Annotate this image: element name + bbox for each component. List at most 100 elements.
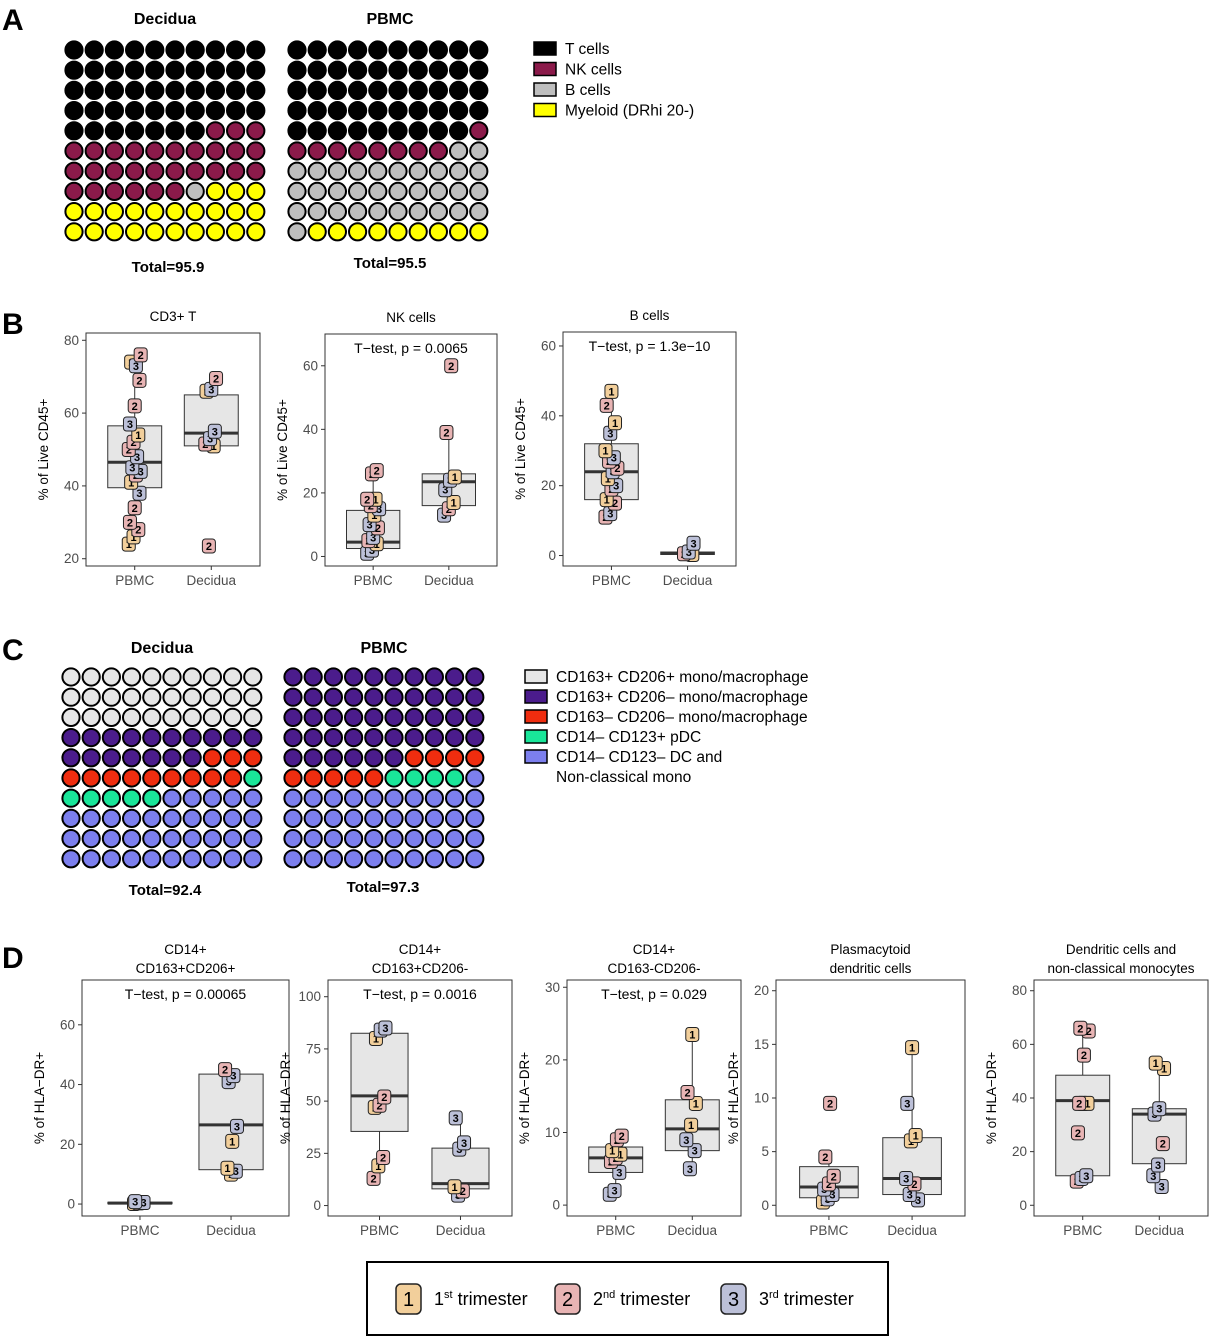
waffle-cell <box>445 748 465 768</box>
waffle-cell <box>408 121 428 141</box>
data-point <box>604 383 619 399</box>
data-point-label: 3 <box>1155 1160 1161 1172</box>
data-point-label: 2 <box>1077 1023 1083 1035</box>
waffle-cell <box>424 687 444 707</box>
waffle-cell <box>344 829 364 849</box>
waffle-cell <box>246 202 266 222</box>
waffle-cell <box>61 748 81 768</box>
waffle-cell <box>465 768 485 788</box>
waffle-cell <box>226 181 246 201</box>
legend-label: CD14– CD123+ pDC <box>556 729 701 746</box>
waffle-cell <box>327 121 347 141</box>
waffle-cell <box>205 60 225 80</box>
waffle-cell <box>205 181 225 201</box>
data-point-label: 3 <box>1150 1171 1156 1183</box>
legend-swatch <box>524 689 548 704</box>
waffle-cell <box>348 181 368 201</box>
data-point <box>127 500 142 516</box>
waffle-cell <box>243 788 263 808</box>
waffle-cell <box>243 748 263 768</box>
waffle-cell <box>64 202 84 222</box>
waffle-cell <box>283 707 303 728</box>
data-point-label: 3 <box>230 1071 236 1083</box>
boxplot-pdc: Plasmacytoid dendritic cells 0 5 10 15 20 PBMC D… <box>726 942 966 1238</box>
waffle-cell <box>344 768 364 788</box>
waffle-cell <box>303 728 323 748</box>
waffle-cell <box>246 141 266 161</box>
x-tick-label: Decidua <box>663 573 713 588</box>
waffle-cell <box>307 80 327 101</box>
waffle-cell <box>142 849 162 869</box>
waffle-cell <box>185 40 205 60</box>
waffle-cell <box>122 808 142 829</box>
data-point-label: 1 <box>1153 1058 1159 1070</box>
waffle-cell <box>465 808 485 829</box>
waffle-cell <box>327 101 347 121</box>
waffle-cell <box>202 667 222 687</box>
data-point <box>900 1095 915 1111</box>
waffle-cell <box>162 667 182 687</box>
waffle-cell <box>223 788 243 808</box>
waffle-cell <box>162 768 182 788</box>
data-point-label: 1 <box>913 1131 919 1143</box>
waffle-cell <box>223 849 243 869</box>
waffle-cell <box>145 222 165 242</box>
waffle-cell <box>145 202 165 222</box>
waffle-cell <box>122 849 142 869</box>
data-point-label: 1 <box>452 472 458 484</box>
legend-swatch <box>524 729 548 744</box>
waffle-cell <box>449 121 469 141</box>
waffle-cell <box>428 121 448 141</box>
waffle-cell <box>125 202 145 222</box>
y-tick-label: 0 <box>310 549 318 564</box>
waffle-cell <box>307 202 327 222</box>
waffle-cell <box>408 222 428 242</box>
box-iqr <box>1055 1074 1111 1177</box>
waffle-cell <box>465 728 485 748</box>
waffle-cell <box>142 687 162 707</box>
legend-label: NK cells <box>565 62 622 79</box>
waffle-cell <box>368 161 388 181</box>
data-point-label: 3 <box>1156 1104 1162 1116</box>
trimester-ordinal-suffix: nd <box>603 1289 615 1301</box>
waffle-cell <box>162 849 182 869</box>
waffle-cell <box>364 768 384 788</box>
y-tick-label: 0 <box>1019 1198 1027 1213</box>
waffle-cell <box>449 40 469 60</box>
waffle-cell <box>303 829 323 849</box>
data-point <box>209 371 224 387</box>
waffle-cell <box>165 222 185 242</box>
stat-annotation: T−test, p = 0.0016 <box>363 986 477 1002</box>
waffle-cell <box>142 667 162 687</box>
data-point <box>378 1020 393 1036</box>
waffle-cell <box>384 728 404 748</box>
waffle-cell <box>64 222 84 242</box>
data-point <box>1070 1125 1085 1141</box>
legend-label: B cells <box>565 82 611 99</box>
waffle-cell <box>348 60 368 80</box>
data-point <box>608 415 623 431</box>
waffle-cell <box>384 667 404 687</box>
data-point <box>684 1117 699 1133</box>
waffle-cell <box>307 60 327 80</box>
waffle-cell <box>344 748 364 768</box>
waffle-cell <box>125 80 145 101</box>
waffle-cell <box>469 141 489 161</box>
stat-annotation: T−test, p = 0.00065 <box>125 986 247 1002</box>
trimester-word: trimester <box>615 1289 690 1309</box>
y-tick-label: 15 <box>754 1037 769 1052</box>
x-tick-label: PBMC <box>1063 1223 1102 1238</box>
waffle-cell <box>323 849 343 869</box>
data-point-label: 1 <box>1084 1098 1090 1110</box>
data-point <box>688 1095 703 1111</box>
waffle-cell <box>348 40 368 60</box>
y-tick-label: 80 <box>1012 983 1027 998</box>
waffle-cell <box>162 808 182 829</box>
plot-title: non-classical monocytes <box>1047 961 1194 976</box>
waffle-cell <box>182 667 202 687</box>
waffle-cell <box>61 849 81 869</box>
waffle-cell <box>388 161 408 181</box>
waffle-cell <box>303 788 323 808</box>
data-point-label: 1 <box>375 1161 381 1173</box>
